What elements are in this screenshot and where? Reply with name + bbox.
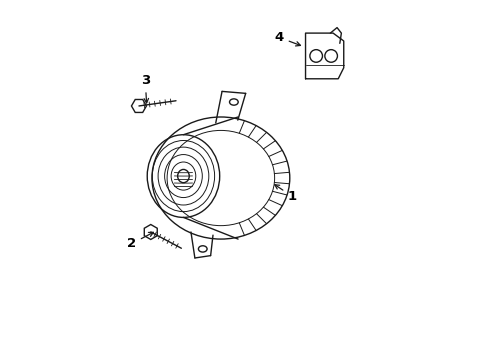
Text: 1: 1 — [274, 185, 297, 203]
Text: 2: 2 — [127, 232, 153, 250]
Text: 4: 4 — [274, 31, 300, 46]
Text: 3: 3 — [141, 74, 150, 103]
